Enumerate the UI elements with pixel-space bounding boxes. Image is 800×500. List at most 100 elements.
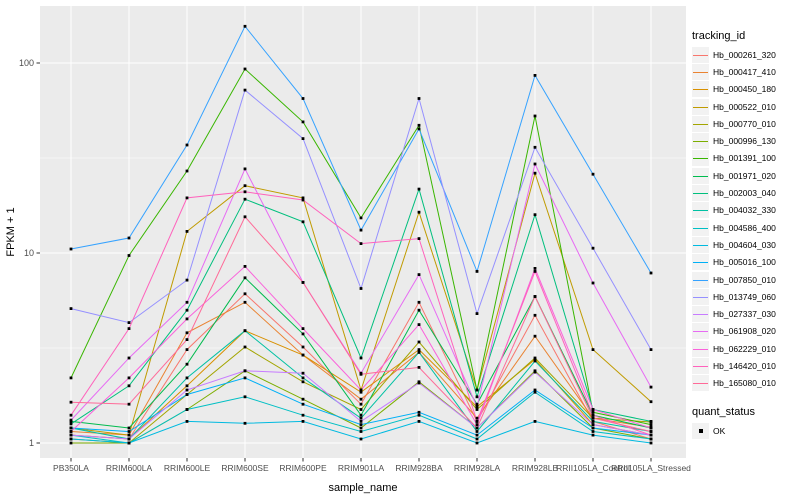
quant-status-legend-items: OK <box>692 422 800 439</box>
series-color-line-icon <box>693 54 708 56</box>
data-point <box>359 413 363 417</box>
x-tick-label: RRII105LA_Control <box>556 463 630 473</box>
data-point <box>359 420 363 423</box>
data-point <box>301 137 305 140</box>
data-point <box>185 388 189 392</box>
legend-item-Hb_000996_130: Hb_000996_130 <box>692 132 800 150</box>
legend-key-swatch <box>692 167 709 184</box>
data-point <box>359 388 363 392</box>
data-point <box>127 356 131 360</box>
legend-key-swatch <box>692 340 709 357</box>
data-point <box>127 441 131 445</box>
data-point <box>591 423 595 426</box>
data-point <box>359 430 363 433</box>
data-point <box>243 67 247 71</box>
y-tick-label: 100 <box>19 58 34 68</box>
data-point <box>359 426 363 430</box>
data-point <box>475 420 479 423</box>
x-tick-label: PB350LA <box>53 463 89 473</box>
legend-key-swatch <box>692 185 709 202</box>
data-point <box>417 323 421 326</box>
data-point <box>533 370 537 374</box>
data-point <box>127 254 131 257</box>
data-point <box>243 345 247 349</box>
data-point <box>301 413 305 417</box>
tracking-id-legend-items: Hb_000261_320 Hb_000417_410 Hb_000450_180 H… <box>692 46 800 392</box>
series-color-line-icon <box>693 158 708 160</box>
data-point <box>591 420 595 423</box>
data-point <box>417 340 421 344</box>
data-point <box>359 356 363 360</box>
data-point <box>69 426 73 430</box>
data-point <box>591 433 595 437</box>
data-point <box>591 246 595 250</box>
legend-item-label: Hb_061908_020 <box>713 326 776 337</box>
data-point <box>475 426 479 430</box>
data-point <box>475 441 479 445</box>
legend-key-swatch <box>692 375 709 392</box>
data-point <box>69 376 73 380</box>
data-point <box>591 172 595 176</box>
legend-title-quant-status: quant_status <box>692 405 755 418</box>
data-point <box>417 187 421 191</box>
data-point <box>649 271 653 275</box>
data-point <box>591 410 595 414</box>
data-point <box>533 270 537 273</box>
y-tick-label: 10 <box>24 248 34 258</box>
series-color-line-icon <box>693 210 708 212</box>
series-color-line-icon <box>693 279 708 281</box>
data-point <box>359 397 363 401</box>
legend-key-swatch <box>692 63 709 80</box>
legend-item-label: Hb_062229_010 <box>713 343 776 354</box>
data-point <box>69 418 73 422</box>
series-color-line-icon <box>693 106 708 108</box>
y-tick-label: 1 <box>29 438 34 448</box>
legend-item-label: Hb_004604_030 <box>713 239 776 250</box>
series-color-line-icon <box>693 262 708 264</box>
x-tick-label: RRIM600SE <box>221 463 269 473</box>
data-point <box>301 332 305 336</box>
series-color-line-icon <box>693 193 708 195</box>
legend-item-Hb_027337_030: Hb_027337_030 <box>692 305 800 323</box>
data-point <box>649 385 653 389</box>
data-point <box>359 216 363 220</box>
data-point <box>243 24 247 28</box>
legend-key-swatch <box>692 150 709 167</box>
legend-item-label: Hb_004586_400 <box>713 222 776 233</box>
series-color-line-icon <box>693 365 708 367</box>
legend-item-Hb_004586_400: Hb_004586_400 <box>692 219 800 236</box>
data-point <box>533 358 537 361</box>
data-point <box>69 400 73 404</box>
data-point <box>417 97 421 100</box>
data-point <box>475 395 479 399</box>
data-point <box>301 380 305 384</box>
legend-key-swatch <box>692 306 709 323</box>
data-point <box>127 384 131 388</box>
legend-item-label: Hb_027337_030 <box>713 309 776 320</box>
legend-key-swatch <box>692 81 709 98</box>
x-tick-label: RRIM600LA <box>106 463 153 473</box>
legend-item-Hb_001971_020: Hb_001971_020 <box>692 167 800 184</box>
legend-item-label: Hb_007850_010 <box>713 274 776 285</box>
legend-item-Hb_000261_320: Hb_000261_320 <box>692 46 800 63</box>
data-point <box>301 97 305 100</box>
data-point <box>185 420 189 423</box>
legend-item-label: Hb_146420_010 <box>713 360 776 371</box>
data-point <box>649 348 653 351</box>
data-point <box>243 167 247 171</box>
legend-key-swatch <box>692 46 709 63</box>
data-point <box>359 423 363 426</box>
data-point <box>417 366 421 369</box>
data-point <box>649 437 653 441</box>
data-point <box>127 426 131 430</box>
data-point <box>243 421 247 425</box>
legend-key-swatch <box>692 254 709 271</box>
data-point <box>649 423 653 426</box>
series-color-line-icon <box>693 348 708 350</box>
legend-item-Hb_165080_010: Hb_165080_010 <box>692 375 800 392</box>
data-point <box>359 416 363 420</box>
data-point <box>417 420 421 423</box>
legend-item-label: Hb_000522_010 <box>713 101 776 112</box>
data-point <box>649 433 653 437</box>
legend-key-swatch <box>692 357 709 374</box>
